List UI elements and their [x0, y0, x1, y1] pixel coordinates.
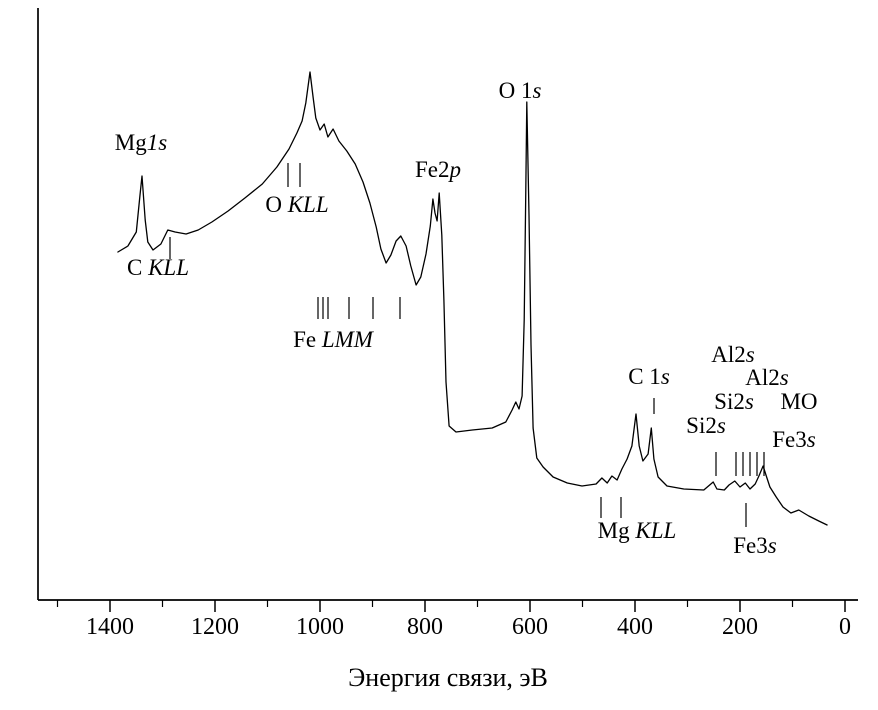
peak-label-fe2p: Fe2p: [415, 157, 461, 182]
peak-label-fe3s-1: Fe3s: [772, 427, 816, 452]
peak-label-al2s-2: Al2s: [745, 365, 789, 390]
peak-label-fe-lmm: Fe LMM: [293, 327, 375, 352]
x-tick-labels: 1400 1200 1000 800 600 400 200 0: [86, 614, 851, 640]
x-axis-title: Энергия связи, эВ: [348, 663, 548, 692]
peak-label-si2s-2: Si2s: [686, 413, 726, 438]
x-tick-label-400: 400: [617, 614, 653, 640]
x-tick-label-0: 0: [839, 614, 851, 640]
peak-label-o-kll: O KLL: [265, 192, 328, 217]
x-tick-label-1200: 1200: [191, 614, 239, 640]
x-tick-label-200: 200: [722, 614, 758, 640]
x-axis: [37, 8, 858, 612]
peak-label-al2s-1: Al2s: [711, 342, 755, 367]
x-tick-label-1400: 1400: [86, 614, 134, 640]
x-tick-label-600: 600: [512, 614, 548, 640]
peak-labels: Mg1s C KLL O KLL Fe LMM Fe2p O 1s C 1s Mg KLL Al…: [115, 78, 818, 558]
x-tick-label-1000: 1000: [296, 614, 344, 640]
spectrum-curve: [117, 71, 828, 526]
spectrum-plot: [117, 71, 828, 526]
peak-label-fe3s-2: Fe3s: [733, 533, 777, 558]
peak-label-mg-kll: Mg KLL: [598, 518, 677, 543]
peak-label-c-kll: C KLL: [127, 255, 189, 280]
peak-label-o1s: O 1s: [499, 78, 542, 103]
x-tick-label-800: 800: [407, 614, 443, 640]
peak-label-mo: MO: [780, 389, 817, 414]
peak-label-mg1s: Mg1s: [115, 130, 167, 155]
peak-label-si2s-1: Si2s: [714, 389, 754, 414]
peak-label-c1s: C 1s: [628, 364, 670, 389]
peak-marker-ticks: [169, 163, 765, 527]
